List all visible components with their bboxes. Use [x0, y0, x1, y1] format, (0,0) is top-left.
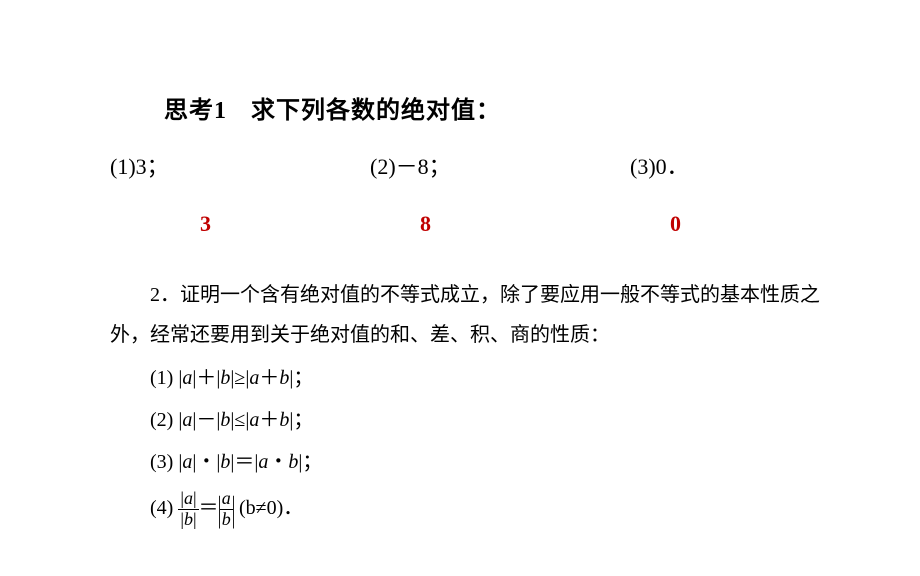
var-a: a [222, 488, 231, 508]
document-content: 思考1 求下列各数的绝对值： (1)3； (2)－8； (3)0． 3 8 0 2… [110, 90, 840, 542]
var-b: b [222, 509, 231, 529]
prop1-label: (1) [150, 367, 173, 389]
var-b: b [220, 367, 230, 389]
answer-3: 0 [670, 211, 681, 237]
rel-eq: ＝ [199, 497, 219, 519]
title-text: 求下列各数的绝对值： [251, 98, 501, 124]
var-a: a [249, 367, 259, 389]
rel-le: ≤ [234, 409, 245, 431]
exercise-title: 思考1 求下列各数的绝对值： [164, 90, 840, 125]
fraction-lhs: |a| |b| [178, 489, 198, 530]
var-b: b [288, 451, 298, 473]
property-1: (1) |a|＋|b|≥|a＋b|； [150, 363, 840, 393]
var-b: b [279, 367, 289, 389]
problems-row: (1)3； (2)－8； (3)0． [110, 149, 840, 181]
answer-2: 8 [420, 211, 670, 237]
answer-1: 3 [200, 211, 420, 237]
property-4: (4) |a| |b| ＝| a b | (b≠0)． [150, 489, 840, 530]
var-b: b [220, 409, 230, 431]
var-a: a [182, 367, 192, 389]
var-b: b [184, 509, 193, 529]
rel-ge: ≥ [234, 367, 245, 389]
var-b: b [220, 451, 230, 473]
property-2: (2) |a|－|b|≤|a＋b|； [150, 405, 840, 435]
prop4-label: (4) [150, 497, 173, 519]
var-a: a [184, 488, 193, 508]
prop4-condition: (b≠0)． [239, 497, 303, 519]
problem-1: (1)3； [110, 149, 370, 181]
prop2-label: (2) [150, 409, 173, 431]
var-a: a [182, 451, 192, 473]
prop3-label: (3) [150, 451, 173, 473]
var-a: a [258, 451, 268, 473]
answers-row: 3 8 0 [110, 211, 840, 237]
var-b: b [279, 409, 289, 431]
title-label: 思考1 [164, 98, 227, 124]
properties-list: (1) |a|＋|b|≥|a＋b|； (2) |a|－|b|≤|a＋b|； (3… [150, 363, 840, 530]
var-a: a [182, 409, 192, 431]
property-3: (3) |a|・|b|＝|a・b|； [150, 447, 840, 477]
problem-2: (2)－8； [370, 149, 630, 181]
rel-eq: ＝ [234, 451, 254, 473]
explanation-paragraph: 2．证明一个含有绝对值的不等式成立，除了要应用一般不等式的基本性质之外，经常还要… [110, 275, 840, 355]
problem-3: (3)0． [630, 149, 689, 181]
paragraph-text: 2．证明一个含有绝对值的不等式成立，除了要应用一般不等式的基本性质之外，经常还要… [110, 284, 820, 346]
var-a: a [249, 409, 259, 431]
